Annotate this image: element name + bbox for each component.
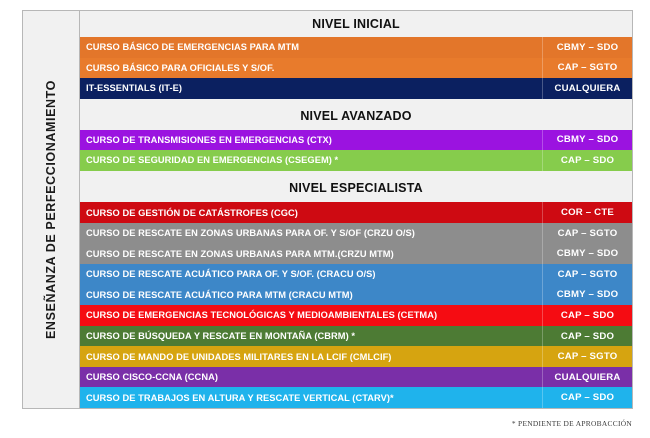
table-row[interactable]: CURSO DE RESCATE ACUÁTICO PARA MTM (CRAC…: [80, 284, 632, 306]
table-row[interactable]: CURSO CISCO-CCNA (CCNA) CUALQUIERA: [80, 366, 632, 388]
section-spacer: [80, 98, 632, 103]
rank-code: CAP – SGTO: [543, 57, 632, 79]
table-row[interactable]: CURSO DE SEGURIDAD EN EMERGENCIAS (CSEGE…: [80, 150, 632, 171]
course-name: CURSO DE TRABAJOS EN ALTURA Y RESCATE VE…: [80, 387, 543, 409]
rank-code: CBMY – SDO: [543, 284, 632, 306]
course-name: CURSO DE EMERGENCIAS TECNOLÓGICAS Y MEDI…: [80, 305, 543, 326]
rank-code: CBMY – SDO: [543, 37, 632, 58]
table-row[interactable]: CURSO BÁSICO DE EMERGENCIAS PARA MTM CBMY…: [80, 37, 632, 58]
table-row[interactable]: CURSO DE EMERGENCIAS TECNOLÓGICAS Y MEDI…: [80, 305, 632, 326]
table-row[interactable]: CURSO DE TRABAJOS EN ALTURA Y RESCATE VE…: [80, 387, 632, 409]
course-name: CURSO DE RESCATE ACUÁTICO PARA MTM (CRAC…: [80, 284, 543, 306]
course-table: NIVEL INICIAL CURSO BÁSICO DE EMERGENCIAS…: [80, 11, 632, 409]
course-name: CURSO DE BÚSQUEDA Y RESCATE EN MONTAÑA (…: [80, 325, 543, 347]
course-name: CURSO DE RESCATE ACUÁTICO PARA OF. Y S/O…: [80, 264, 543, 285]
table-row[interactable]: CURSO DE GESTIÓN DE CATÁSTROFES (CGC) COR…: [80, 202, 632, 223]
section-heading: NIVEL ESPECIALISTA: [80, 175, 632, 203]
course-name: CURSO DE GESTIÓN DE CATÁSTROFES (CGC): [80, 202, 543, 223]
rank-code: CAP – SDO: [543, 387, 632, 409]
footnote-text: * PENDIENTE DE APROBACCIÓN: [511, 419, 632, 428]
rank-code: COR – CTE: [543, 202, 632, 223]
course-name: CURSO CISCO-CCNA (CCNA): [80, 366, 543, 388]
course-name: CURSO DE MANDO DE UNIDADES MILITARES EN …: [80, 346, 543, 367]
table-row[interactable]: CURSO DE BÚSQUEDA Y RESCATE EN MONTAÑA (…: [80, 325, 632, 347]
table-row[interactable]: CURSO DE RESCATE EN ZONAS URBANAS PARA O…: [80, 222, 632, 244]
course-name: CURSO DE RESCATE EN ZONAS URBANAS PARA O…: [80, 222, 543, 244]
table-row[interactable]: CURSO DE MANDO DE UNIDADES MILITARES EN …: [80, 346, 632, 367]
section-heading: NIVEL AVANZADO: [80, 102, 632, 130]
section-heading: NIVEL INICIAL: [80, 11, 632, 37]
rank-code: CBMY – SDO: [543, 243, 632, 265]
rank-code: CBMY – SDO: [543, 129, 632, 151]
table-row[interactable]: CURSO DE TRANSMISIONES EN EMERGENCIAS (C…: [80, 129, 632, 151]
course-name: CURSO BÁSICO DE EMERGENCIAS PARA MTM: [80, 37, 543, 58]
rank-code: CAP – SGTO: [543, 264, 632, 285]
rank-code: CAP – SDO: [543, 325, 632, 347]
course-name: CURSO DE RESCATE EN ZONAS URBANAS PARA M…: [80, 243, 543, 265]
rank-code: CAP – SGTO: [543, 222, 632, 244]
course-name: IT-ESSENTIALS (IT-E): [80, 78, 543, 99]
table-row[interactable]: IT-ESSENTIALS (IT-E) CUALQUIERA: [80, 78, 632, 99]
table-row[interactable]: CURSO BÁSICO PARA OFICIALES Y S/OF. CAP –…: [80, 57, 632, 79]
course-name: CURSO BÁSICO PARA OFICIALES Y S/OF.: [80, 57, 543, 79]
rank-code: CUALQUIERA: [543, 366, 632, 388]
rank-code: CAP – SDO: [543, 305, 632, 326]
chart-frame: ENSEÑANZA DE PERFECCIONAMIENTO NIVEL INI…: [22, 10, 633, 409]
course-name: CURSO DE SEGURIDAD EN EMERGENCIAS (CSEGE…: [80, 150, 543, 171]
rank-code: CUALQUIERA: [543, 78, 632, 99]
section-spacer: [80, 170, 632, 176]
course-name: CURSO DE TRANSMISIONES EN EMERGENCIAS (C…: [80, 129, 543, 151]
rank-code: CAP – SGTO: [543, 346, 632, 367]
table-row[interactable]: CURSO DE RESCATE ACUÁTICO PARA OF. Y S/O…: [80, 264, 632, 285]
rank-code: CAP – SDO: [543, 150, 632, 171]
table-row[interactable]: CURSO DE RESCATE EN ZONAS URBANAS PARA M…: [80, 243, 632, 265]
vertical-title-panel: ENSEÑANZA DE PERFECCIONAMIENTO: [23, 11, 80, 408]
vertical-title-text: ENSEÑANZA DE PERFECCIONAMIENTO: [44, 80, 58, 339]
